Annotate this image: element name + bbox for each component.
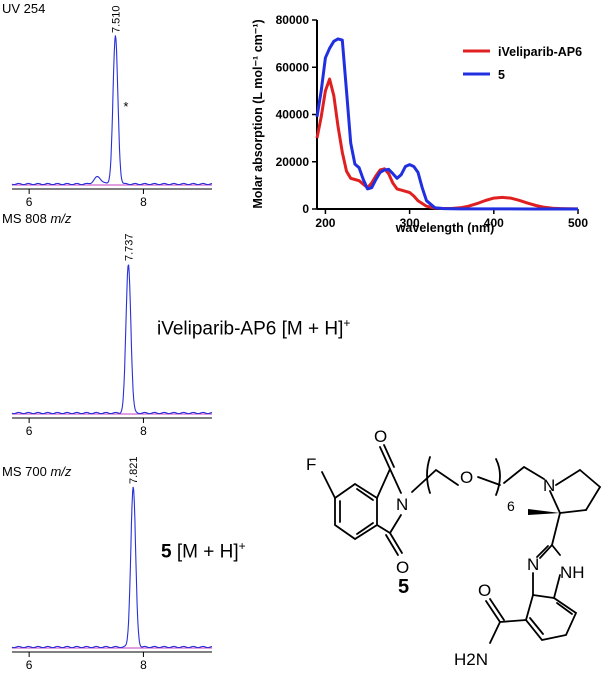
peak-label: 7.510 (110, 5, 122, 33)
atom-f: F (306, 455, 316, 474)
ms700-chromatogram: 6 8 7.821 (11, 456, 213, 672)
chrom-tick-label: 8 (140, 658, 147, 672)
atom-h2n: H2N (454, 650, 488, 669)
compound-number: 5 (398, 576, 410, 598)
structure-atoms: O O O F N N NH N 6 O H2N (306, 427, 585, 669)
spectrum-y-tick-label: 60000 (276, 60, 310, 74)
impurity-asterisk: * (123, 99, 128, 114)
ms808-panel-title: MS 808 m/z (2, 211, 72, 226)
chrom-tick-label: 6 (26, 658, 33, 672)
atom-n-pyrrolidine: N (543, 476, 555, 495)
chrom-trace (11, 35, 213, 186)
ms808-chromatogram: 6 8 7.737 (11, 233, 213, 438)
spectrum-x-tick-label: 300 (400, 216, 420, 230)
chrom-trace (11, 264, 213, 415)
spectrum-x-tick-label: 200 (315, 216, 335, 230)
repeat-subscript: 6 (507, 498, 515, 514)
absorption-chart: 200 300 400 500 0 20000 40000 60000 80000 wavele… (251, 13, 589, 235)
atom-o-chain: O (460, 468, 473, 487)
chrom-tick-label: 8 (140, 424, 147, 438)
spectrum-xlabel: wavelength (nm) (395, 221, 495, 235)
atom-o-top: O (374, 427, 387, 446)
spectrum-lines (315, 37, 579, 211)
uv-chromatogram: 6 8 7.510 * (11, 5, 213, 209)
series-line-iveliparib (315, 77, 579, 211)
spectrum-y-tick-label: 0 (302, 202, 309, 216)
atom-nh: NH (560, 563, 585, 582)
spectrum-x-tick-label: 500 (568, 216, 588, 230)
spectrum-x-tick-label: 400 (484, 216, 504, 230)
peak-label: 7.737 (123, 233, 135, 261)
uv-panel-title: UV 254 (2, 1, 46, 16)
chrom-trace (11, 486, 213, 649)
ms700-panel-title: MS 700 m/z (2, 464, 72, 479)
chrom-tick-label: 6 (26, 195, 33, 209)
chrom-tick-label: 6 (26, 424, 33, 438)
spectrum-ylabel: Molar absorption (L mol⁻¹ cm⁻¹) (251, 19, 265, 208)
legend-label-5: 5 (498, 68, 505, 82)
structure-bonds (321, 444, 601, 644)
chrom-tick-label: 8 (140, 195, 147, 209)
spectrum-y-tick-label: 40000 (276, 108, 310, 122)
spectrum-y-tick-label: 20000 (276, 155, 310, 169)
chromatograms-svg: 6 8 7.510 * 6 8 7.737 6 8 7.821 (11, 5, 213, 672)
ion-label-iveliparib: iVeliparib-AP6 [M + H]+ (157, 316, 351, 340)
chemical-structure: O O O F N N NH N 6 O H2N (306, 427, 601, 669)
atom-n-imide: N (396, 495, 408, 514)
peak-label: 7.821 (128, 456, 140, 484)
ion-label-5: 5 [M + H]+ (161, 539, 246, 563)
atom-n-imidazole: N (527, 555, 539, 574)
spectrum-y-tick-label: 80000 (276, 13, 310, 27)
legend-label-iveliparib: iVeliparib-AP6 (498, 45, 582, 59)
atom-o-amide: O (478, 581, 491, 600)
methyl-wedge (528, 509, 560, 515)
atom-o-bottom: O (396, 558, 409, 577)
spectrum-ticks: 200 300 400 500 0 20000 40000 60000 80000 (276, 13, 589, 230)
series-line-5 (315, 37, 578, 211)
